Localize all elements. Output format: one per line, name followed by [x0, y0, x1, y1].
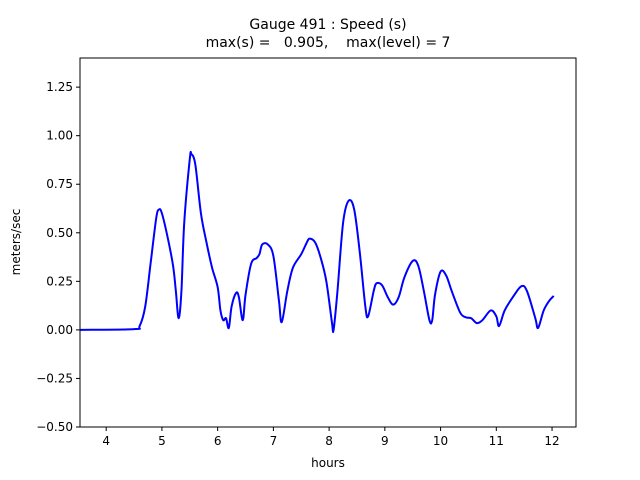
y-axis-label: meters/sec — [9, 209, 23, 276]
plot-frame — [79, 57, 577, 428]
x-tick-label: 11 — [489, 434, 504, 448]
x-tick-label: 10 — [433, 434, 448, 448]
x-tick-label: 9 — [381, 434, 389, 448]
y-tick-label: −0.50 — [36, 420, 73, 434]
x-tick-label: 5 — [158, 434, 166, 448]
x-axis-label: hours — [311, 456, 345, 470]
y-tick-label: 0.50 — [46, 226, 73, 240]
x-tick-label: 4 — [102, 434, 110, 448]
x-tick-label: 12 — [544, 434, 559, 448]
x-tick-label: 6 — [214, 434, 222, 448]
y-tick-label: 0.25 — [46, 274, 73, 288]
y-tick-label: 1.00 — [46, 129, 73, 143]
series-line-speed — [80, 150, 555, 334]
y-tick-label: 0.75 — [46, 177, 73, 191]
x-tick-label: 8 — [325, 434, 333, 448]
y-tick-label: 0.00 — [46, 323, 73, 337]
y-tick-label: −0.25 — [36, 371, 73, 385]
chart-subtitle: max(s) = 0.905, max(level) = 7 — [205, 35, 451, 51]
y-tick-label: 1.25 — [46, 80, 73, 94]
chart-title: Gauge 491 : Speed (s) — [249, 17, 407, 33]
x-tick-label: 7 — [270, 434, 278, 448]
